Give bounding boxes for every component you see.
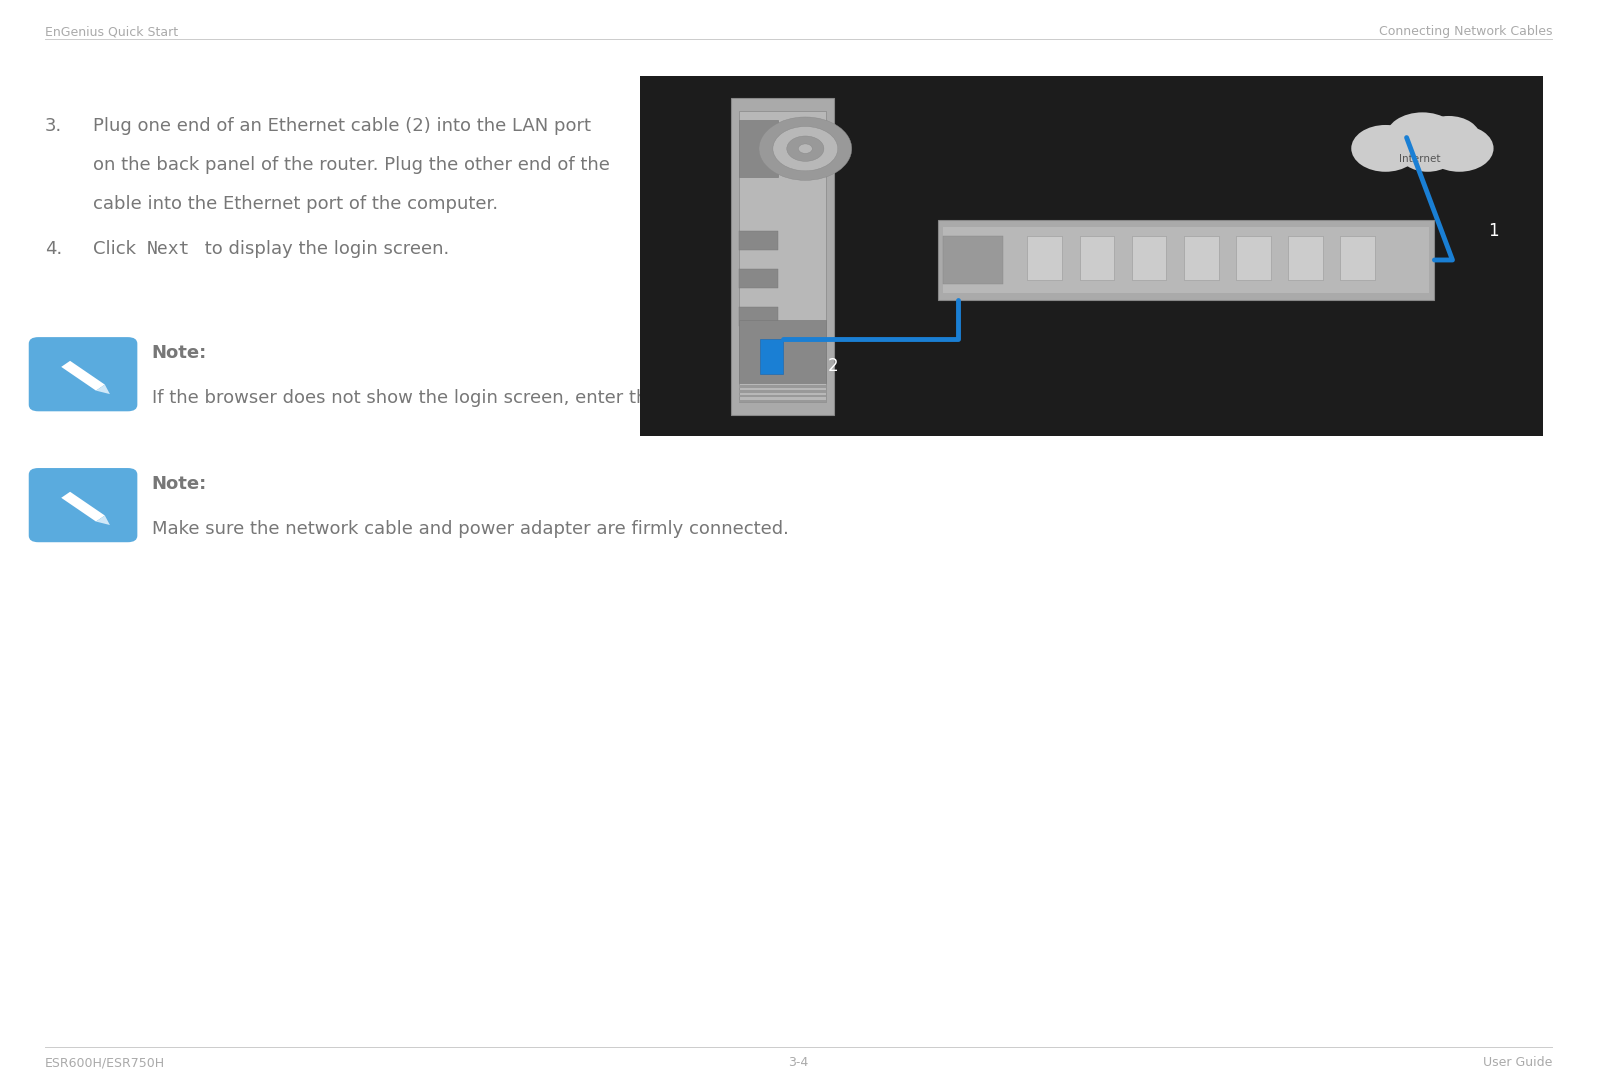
Text: 1: 1 <box>1488 223 1500 240</box>
Circle shape <box>798 144 813 154</box>
Bar <box>739 231 778 250</box>
Text: Note:: Note: <box>152 344 208 361</box>
Bar <box>739 110 826 403</box>
Bar <box>944 237 1003 284</box>
Bar <box>944 227 1429 293</box>
Bar <box>760 339 783 373</box>
Text: .: . <box>1052 389 1059 407</box>
Text: cable into the Ethernet port of the computer.: cable into the Ethernet port of the comp… <box>93 195 498 213</box>
Text: User Guide: User Guide <box>1484 1056 1552 1069</box>
Text: Click: Click <box>93 240 142 257</box>
Text: Note:: Note: <box>152 475 208 492</box>
Circle shape <box>759 117 851 180</box>
Text: 192.168.0.1: 192.168.0.1 <box>907 389 1027 407</box>
Text: Plug one end of an Ethernet cable (2) into the LAN port: Plug one end of an Ethernet cable (2) in… <box>93 117 591 134</box>
Text: If the browser does not show the login screen, enter the default router IP addre: If the browser does not show the login s… <box>152 389 898 407</box>
Text: 3.: 3. <box>45 117 62 134</box>
Bar <box>1340 237 1375 279</box>
Circle shape <box>1425 125 1493 171</box>
Bar <box>739 269 778 288</box>
Bar <box>739 399 826 403</box>
Bar <box>1289 237 1322 279</box>
Bar <box>739 120 778 177</box>
Circle shape <box>787 136 824 161</box>
Bar <box>1027 237 1062 279</box>
Bar <box>739 307 778 326</box>
Circle shape <box>773 127 838 171</box>
Polygon shape <box>96 385 110 394</box>
Bar <box>1183 237 1219 279</box>
Text: Internet: Internet <box>1399 154 1440 164</box>
Polygon shape <box>61 492 105 521</box>
Circle shape <box>1386 112 1460 163</box>
Text: on the back panel of the router. Plug the other end of the: on the back panel of the router. Plug th… <box>93 156 610 173</box>
Text: EnGenius Quick Start: EnGenius Quick Start <box>45 25 177 38</box>
Polygon shape <box>96 516 110 525</box>
Bar <box>739 320 826 383</box>
Bar <box>739 391 826 393</box>
FancyBboxPatch shape <box>29 468 137 542</box>
Bar <box>739 395 826 397</box>
Bar <box>1132 237 1166 279</box>
Text: Next: Next <box>147 240 190 257</box>
Bar <box>640 76 1543 436</box>
FancyBboxPatch shape <box>29 337 137 411</box>
Text: to display the login screen.: to display the login screen. <box>200 240 450 257</box>
Bar <box>937 220 1434 300</box>
Bar <box>1080 237 1115 279</box>
Text: Make sure the network cable and power adapter are firmly connected.: Make sure the network cable and power ad… <box>152 520 789 538</box>
Bar <box>1236 237 1271 279</box>
Text: Connecting Network Cables: Connecting Network Cables <box>1378 25 1552 38</box>
Text: ESR600H/ESR750H: ESR600H/ESR750H <box>45 1056 164 1069</box>
Bar <box>731 98 834 415</box>
Polygon shape <box>61 361 105 391</box>
Text: 3-4: 3-4 <box>789 1056 808 1069</box>
Text: 2: 2 <box>827 357 838 375</box>
Circle shape <box>1351 125 1420 171</box>
Text: 4.: 4. <box>45 240 62 257</box>
Circle shape <box>1417 116 1480 159</box>
Bar <box>739 385 826 388</box>
Circle shape <box>1399 132 1456 171</box>
